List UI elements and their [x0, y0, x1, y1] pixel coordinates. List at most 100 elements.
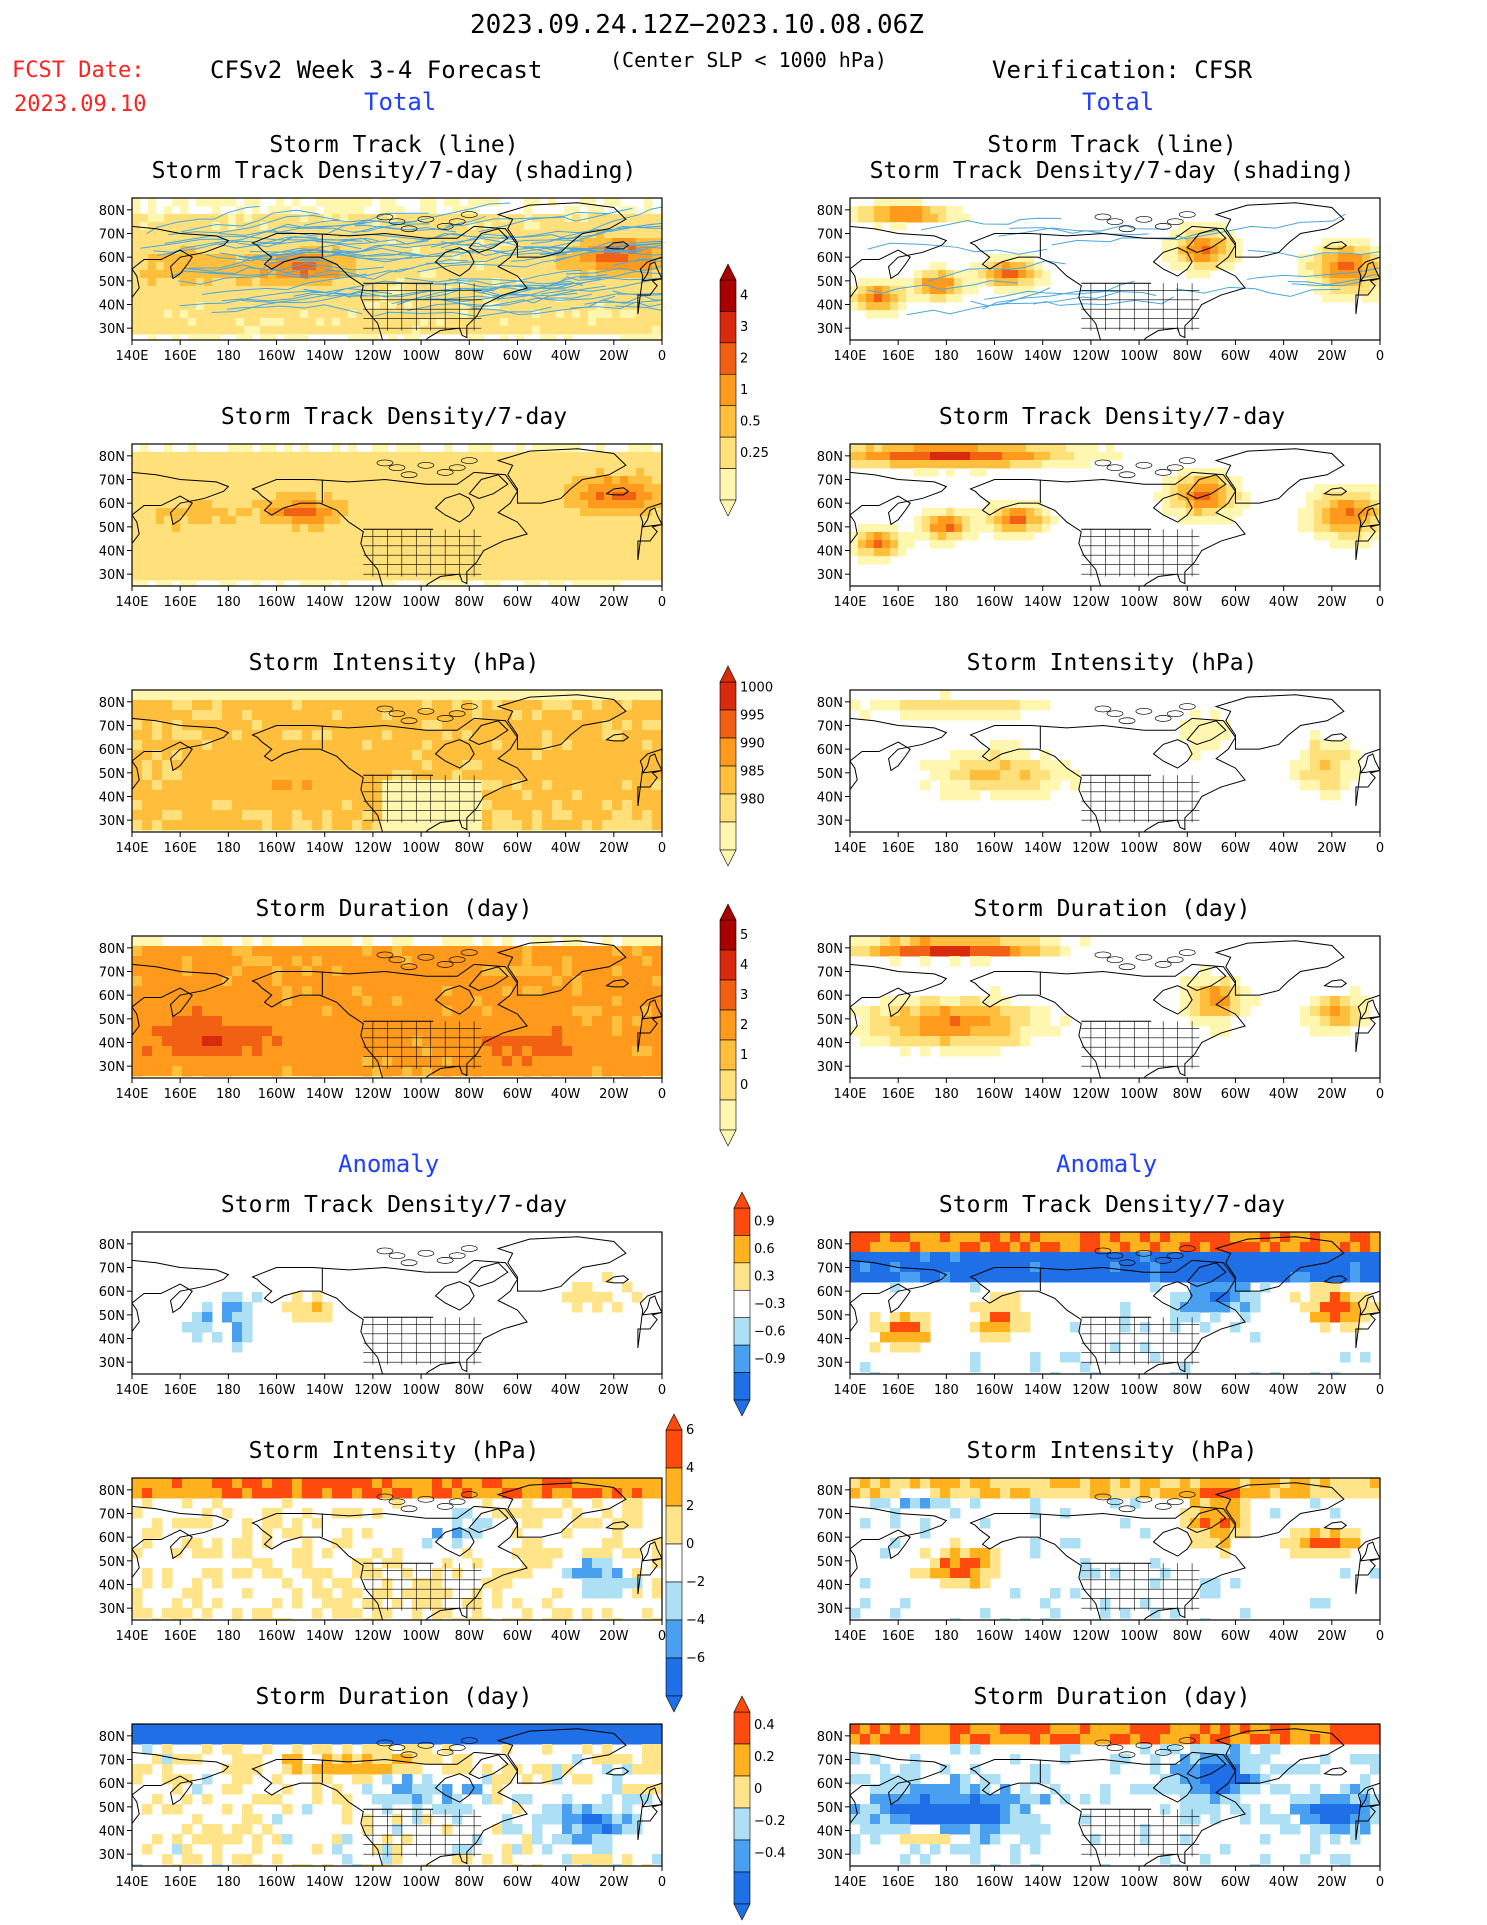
lon-tick-label: 80W [1173, 1629, 1203, 1644]
lon-tick-label: 40W [1269, 349, 1299, 364]
colorbar-duration-anom: 0.4 0.2 0 −0.2 −0.4 [733, 1695, 786, 1921]
lat-tick-label: 30N [99, 814, 125, 829]
colorbar-label: 0 [740, 1078, 748, 1093]
lon-tick-label: 0 [1376, 1875, 1384, 1890]
colorbar-label: 5 [740, 928, 748, 943]
lat-tick-label: 80N [817, 1238, 843, 1253]
title-intensity-anom-right: Storm Intensity (hPa) [966, 1438, 1258, 1464]
lon-tick-label: 40W [551, 349, 581, 364]
title-density-anom-left: Storm Track Density/7-day [220, 1192, 568, 1218]
lon-tick-label: 100W [402, 349, 440, 364]
lon-tick-label: 160E [882, 1875, 915, 1890]
fcst-date-value: 2023.09.10 [14, 92, 147, 117]
lat-tick-label: 70N [817, 720, 843, 735]
lon-tick-label: 80W [455, 1383, 485, 1398]
lon-tick-label: 100W [1120, 1087, 1158, 1102]
lon-tick-label: 180 [934, 1383, 959, 1398]
lon-tick-label: 60W [503, 595, 533, 610]
lon-tick-label: 120W [1072, 1629, 1110, 1644]
lat-tick-label: 60N [99, 1777, 125, 1792]
lat-tick-label: 80N [99, 450, 125, 465]
map-intensity-cfsr: 80N 70N 60N 50N 40N 30N 140E 160E 180 160W 140W 120… [817, 689, 1384, 856]
lon-tick-label: 160W [976, 1875, 1014, 1890]
lat-tick-label: 60N [99, 1531, 125, 1546]
lon-tick-label: 140W [1024, 349, 1062, 364]
lat-tick-label: 60N [817, 251, 843, 266]
lon-tick-label: 80W [455, 595, 485, 610]
lon-tick-label: 60W [1221, 841, 1251, 856]
section-total-left: Total [364, 88, 437, 116]
lon-tick-label: 20W [599, 1875, 629, 1890]
lon-tick-label: 160W [258, 1629, 296, 1644]
lat-tick-label: 50N [817, 1801, 843, 1816]
lon-tick-label: 180 [216, 1629, 241, 1644]
colorbar-label: 0.5 [740, 414, 761, 429]
lon-tick-label: 160E [882, 841, 915, 856]
lon-tick-label: 180 [934, 1875, 959, 1890]
map-duration-anom-forecast: 80N 70N 60N 50N 40N 30N 140E 160E 180 160W 140W 120… [99, 1723, 666, 1890]
title-track-line-left: Storm Track (line) [269, 132, 519, 158]
lon-tick-label: 160W [258, 1087, 296, 1102]
colorbar-label: −0.9 [754, 1352, 786, 1367]
lat-tick-label: 30N [817, 322, 843, 337]
lon-tick-label: 140E [833, 1875, 866, 1890]
lon-tick-label: 160E [164, 1875, 197, 1890]
lat-tick-label: 80N [817, 1730, 843, 1745]
lat-tick-label: 60N [99, 497, 125, 512]
lat-tick-label: 40N [817, 545, 843, 560]
lon-tick-label: 0 [1376, 841, 1384, 856]
lon-tick-label: 40W [551, 1629, 581, 1644]
lat-tick-label: 40N [817, 791, 843, 806]
lon-tick-label: 100W [1120, 595, 1158, 610]
lon-tick-label: 160E [882, 1087, 915, 1102]
lon-tick-label: 100W [402, 595, 440, 610]
lon-tick-label: 20W [1317, 1629, 1347, 1644]
colorbar-label: −4 [686, 1613, 705, 1628]
lon-tick-label: 20W [599, 349, 629, 364]
colorbar-intensity-total: 1000 995 990 985 980 [719, 665, 773, 867]
lat-tick-label: 60N [817, 497, 843, 512]
title-track-shading-left: Storm Track Density/7-day (shading) [151, 158, 637, 184]
lon-tick-label: 100W [1120, 349, 1158, 364]
map-track-density-cfsr: 80N 70N 60N 50N 40N 30N 140E 160E 180 160W 140W 120… [817, 197, 1384, 364]
colorbar-label: 0.9 [754, 1215, 775, 1230]
verification-title: Verification: CFSR [992, 56, 1253, 84]
colorbar-label: −0.3 [754, 1297, 786, 1312]
lon-tick-label: 120W [1072, 841, 1110, 856]
colorbar-label: −0.4 [754, 1846, 786, 1861]
lon-tick-label: 140E [115, 841, 148, 856]
lon-tick-label: 100W [402, 1087, 440, 1102]
colorbar-duration-total: 5 4 3 2 1 0 [719, 903, 748, 1147]
lat-tick-label: 50N [99, 1801, 125, 1816]
lon-tick-label: 40W [1269, 1629, 1299, 1644]
lon-tick-label: 60W [503, 1087, 533, 1102]
model-title: CFSv2 Week 3-4 Forecast [210, 56, 543, 84]
lon-tick-label: 120W [1072, 1383, 1110, 1398]
lon-tick-label: 160W [258, 1383, 296, 1398]
lon-tick-label: 0 [658, 595, 666, 610]
map-duration-forecast: 80N 70N 60N 50N 40N 30N 140E 160E 180 160W 140W 120… [99, 935, 666, 1102]
map-intensity-forecast: 80N 70N 60N 50N 40N 30N 140E 160E 180 160W 140W 120… [99, 689, 666, 856]
lon-tick-label: 140W [1024, 1875, 1062, 1890]
lon-tick-label: 100W [1120, 1875, 1158, 1890]
lon-tick-label: 140E [115, 1875, 148, 1890]
lon-tick-label: 40W [1269, 841, 1299, 856]
lat-tick-label: 80N [99, 1730, 125, 1745]
lat-tick-label: 30N [99, 568, 125, 583]
lon-tick-label: 140E [115, 1629, 148, 1644]
lat-tick-label: 70N [817, 966, 843, 981]
lon-tick-label: 140E [115, 1087, 148, 1102]
lon-tick-label: 180 [216, 595, 241, 610]
lat-tick-label: 70N [99, 1262, 125, 1277]
colorbar-density-total: 4 3 2 1 0.5 0.25 [719, 263, 769, 517]
lon-tick-label: 180 [934, 841, 959, 856]
lat-tick-label: 30N [99, 1848, 125, 1863]
colorbar-label: −0.2 [754, 1814, 786, 1829]
lon-tick-label: 80W [1173, 1383, 1203, 1398]
colorbar-label: 0.6 [754, 1242, 775, 1257]
lon-tick-label: 160W [258, 595, 296, 610]
colorbar-label: 4 [740, 958, 748, 973]
lon-tick-label: 160E [882, 1383, 915, 1398]
lat-tick-label: 60N [99, 743, 125, 758]
colorbar-label: 980 [740, 793, 765, 808]
